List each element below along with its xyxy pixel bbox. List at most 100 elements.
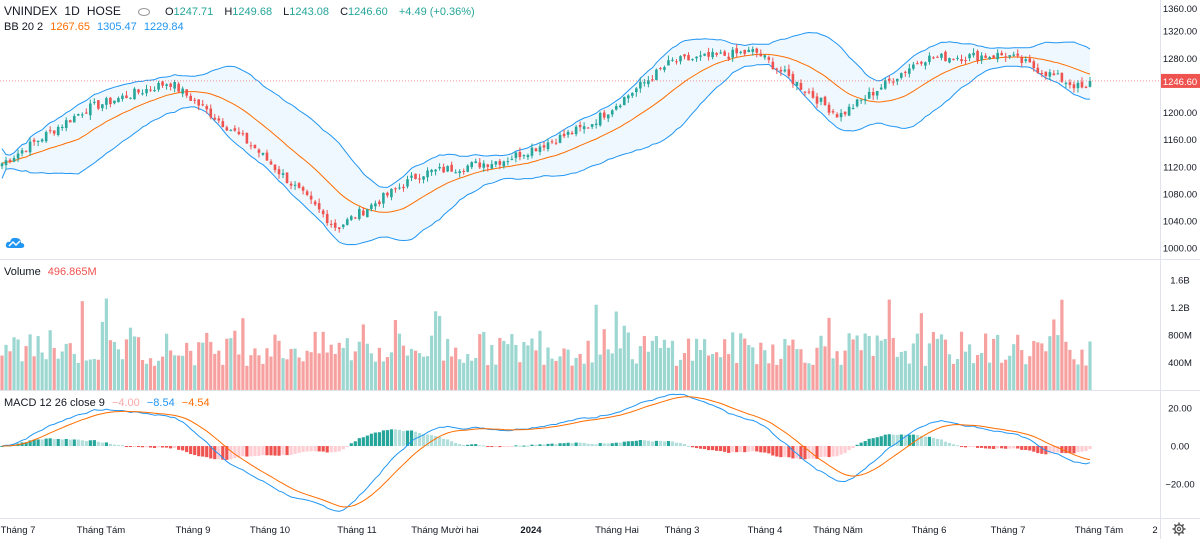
volume-bar	[971, 363, 976, 390]
macd-hist-bar	[522, 445, 526, 447]
time-axis-label: Tháng 6	[912, 525, 947, 536]
volume-legend[interactable]: Volume 496.865M	[4, 266, 101, 278]
macd-hist-bar	[345, 446, 349, 448]
candle-body	[651, 79, 654, 81]
volume-bar	[357, 341, 361, 390]
price-tick-label: 1280.00	[1163, 54, 1197, 65]
volume-bar	[156, 360, 161, 390]
volume-bar	[1048, 336, 1052, 390]
macd-hist-bar	[401, 430, 406, 447]
candle-body	[173, 82, 176, 89]
volume-bar	[112, 341, 117, 390]
candle-body	[386, 192, 389, 196]
volume-bar	[755, 364, 759, 390]
candle-body	[606, 114, 610, 119]
candle-body	[538, 146, 542, 152]
candle-body	[28, 141, 32, 153]
candle-body	[771, 61, 775, 70]
macd-hist-bar	[329, 446, 333, 453]
volume-bar	[706, 355, 711, 390]
macd-hist-bar	[634, 440, 638, 447]
gear-icon[interactable]	[1172, 522, 1186, 536]
volume-bar	[1000, 362, 1004, 390]
candle-body	[293, 184, 297, 186]
macd-line	[1, 393, 1091, 512]
macd-pane	[0, 393, 1092, 512]
macd-hist-bar	[1076, 446, 1080, 453]
macd-hist-bar	[1016, 446, 1020, 449]
volume-bar	[875, 335, 879, 390]
tradingview-cloud-icon[interactable]	[4, 235, 26, 251]
volume-bar	[301, 361, 305, 390]
volume-bar	[630, 359, 634, 390]
volume-bar	[967, 344, 972, 390]
volume-bar	[20, 361, 24, 390]
volume-bar	[980, 352, 984, 390]
macd-hist-bar	[165, 446, 169, 448]
symbol-legend[interactable]: VNINDEX 1D HOSE O1247.71 H1249.68 L1243.…	[4, 4, 479, 18]
volume-bar	[955, 359, 960, 390]
volume-bar	[988, 362, 992, 390]
candle-body	[466, 165, 470, 172]
macd-hist-bar	[658, 440, 663, 447]
candle-body	[24, 150, 28, 152]
candle-body	[855, 99, 859, 107]
candle-body	[871, 92, 875, 96]
macd-hist-bar	[666, 441, 671, 447]
macd-hist-bar	[739, 446, 743, 452]
macd-hist-bar	[494, 446, 498, 448]
macd-hist-bar	[397, 429, 402, 447]
macd-hist-bar	[706, 446, 711, 451]
candle-body	[735, 48, 739, 54]
macd-hist-bar	[947, 442, 952, 447]
macd-hist-bar	[923, 436, 927, 447]
macd-hist-bar	[470, 444, 474, 447]
candle-body	[32, 139, 36, 142]
macd-hist-bar	[1040, 446, 1044, 454]
last-price-tag	[1161, 73, 1200, 88]
macd-hist-bar	[763, 446, 767, 453]
macd-hist-bar	[357, 438, 361, 447]
eye-icon[interactable]	[137, 8, 150, 17]
candle-body	[145, 88, 148, 94]
candle-body	[699, 55, 702, 57]
volume-bar	[285, 359, 289, 390]
time-axis-label: Tháng Tám	[1075, 525, 1123, 536]
macd-hist-bar	[197, 446, 201, 457]
candle-body	[113, 100, 116, 104]
candle-body	[827, 104, 831, 113]
volume-bar	[96, 359, 100, 390]
candle-body	[470, 162, 474, 168]
volume-bar	[373, 361, 377, 390]
volume-bar	[277, 340, 281, 390]
volume-bar	[185, 342, 189, 390]
macd-hist-bar	[690, 446, 695, 448]
volume-bar	[1040, 343, 1044, 390]
macd-hist-bar	[546, 443, 550, 447]
candle-body	[205, 106, 209, 110]
macd-hist-bar	[915, 434, 919, 447]
candle-body	[932, 57, 935, 59]
candle-body	[639, 81, 642, 89]
bb-legend[interactable]: BB 20 2 1267.65 1305.47 1229.84	[4, 21, 188, 33]
candle-body	[675, 61, 678, 63]
macd-hist-bar	[108, 443, 112, 447]
volume-bar	[682, 353, 687, 390]
candle-body	[64, 120, 68, 129]
macd-hist-bar	[855, 444, 859, 447]
candle-body	[478, 162, 482, 168]
candle-body	[960, 59, 963, 62]
macd-hist-bar	[349, 443, 353, 447]
macd-hist-bar	[353, 441, 357, 447]
volume-bar	[827, 317, 831, 390]
macd-legend[interactable]: MACD 12 26 close 9 −4.00 −8.54 −4.54	[4, 397, 214, 409]
candle-body	[105, 98, 108, 105]
macd-hist-bar	[277, 446, 281, 456]
macd-hist-bar	[333, 446, 337, 453]
price-tick-label: 1000.00	[1163, 244, 1197, 255]
macd-hist-bar	[931, 437, 936, 447]
candle-body	[887, 78, 891, 81]
volume-bar	[237, 354, 241, 390]
volume-bar	[1024, 364, 1028, 390]
